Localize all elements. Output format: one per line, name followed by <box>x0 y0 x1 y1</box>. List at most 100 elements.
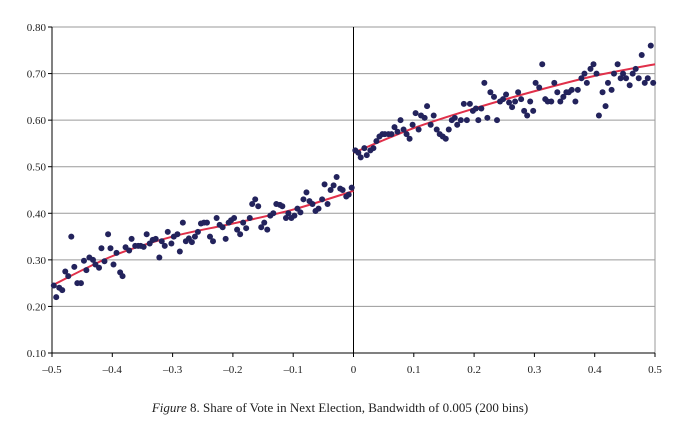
data-point-right <box>595 112 602 119</box>
data-point-right <box>421 114 428 121</box>
data-point-left <box>319 196 326 203</box>
data-point-right <box>623 75 630 82</box>
data-point-left <box>161 242 168 249</box>
data-point-left <box>282 214 289 221</box>
data-point-right <box>629 70 636 77</box>
data-point-left <box>68 233 75 240</box>
data-point-left <box>65 273 72 280</box>
data-point-right <box>512 98 519 105</box>
y-tick-label: 0.20 <box>27 301 47 313</box>
data-point-right <box>593 70 600 77</box>
data-point-left <box>213 214 220 221</box>
scatter-chart: –0.5 –0.4 –0.3 –0.2 –0.1 0 0.1 0.2 0.3 0.4 0.5 0.10… <box>27 22 663 376</box>
data-point-left <box>174 231 181 238</box>
data-point-right <box>644 75 651 82</box>
data-point-right <box>557 98 564 105</box>
figure-caption: Figure 8. Share of Vote in Next Election… <box>0 400 680 416</box>
data-point-right <box>363 152 370 159</box>
data-point-left <box>194 228 201 235</box>
x-tick-label: –0.4 <box>102 364 123 376</box>
data-point-right <box>572 98 579 105</box>
data-point-right <box>400 126 407 133</box>
data-point-left <box>50 282 57 289</box>
data-point-left <box>191 233 198 240</box>
data-point-left <box>126 247 133 254</box>
y-tick-label: 0.50 <box>27 162 47 174</box>
data-point-right <box>424 103 431 110</box>
data-point-right <box>427 121 434 128</box>
x-tick-label: –0.2 <box>222 364 242 376</box>
data-point-left <box>315 205 322 212</box>
data-point-right <box>554 89 561 96</box>
data-point-right <box>568 86 575 93</box>
data-point-left <box>119 273 126 280</box>
data-point-right <box>472 105 479 112</box>
data-point-right <box>481 79 488 86</box>
data-point-left <box>179 219 186 226</box>
data-point-left <box>62 268 69 275</box>
data-point-right <box>445 126 452 133</box>
data-point-right <box>548 98 555 105</box>
x-tick-label: 0.2 <box>467 364 481 376</box>
data-point-right <box>532 79 539 86</box>
data-point-left <box>243 225 250 232</box>
data-point-right <box>357 154 364 161</box>
data-point-left <box>348 184 355 191</box>
data-point-right <box>509 104 516 111</box>
data-point-left <box>258 224 265 231</box>
data-point-left <box>203 219 210 226</box>
data-point-right <box>500 96 507 103</box>
data-point-right <box>355 149 362 156</box>
data-point-left <box>101 258 108 265</box>
data-point-left <box>105 231 112 238</box>
data-point-left <box>156 254 163 261</box>
data-point-right <box>494 117 501 124</box>
fit-line-left <box>51 189 354 287</box>
data-point-left <box>164 228 171 235</box>
x-tick-label: 0.3 <box>528 364 542 376</box>
fit-line-right <box>353 63 656 154</box>
data-point-left <box>327 187 334 193</box>
data-point-left <box>285 210 292 217</box>
data-point-right <box>574 86 581 93</box>
x-tick-label: –0.1 <box>283 364 303 376</box>
data-point-right <box>599 89 606 96</box>
data-point-right <box>409 121 416 128</box>
data-point-left <box>234 226 241 233</box>
data-point-left <box>333 173 340 180</box>
data-point-right <box>503 91 510 98</box>
data-point-left <box>206 233 213 240</box>
data-point-right <box>641 79 648 86</box>
data-point-left <box>210 238 217 245</box>
data-point-right <box>590 61 597 68</box>
data-point-left <box>264 226 271 233</box>
data-point-left <box>246 214 253 221</box>
x-tick-label: 0.1 <box>407 364 421 376</box>
data-point-left <box>176 248 183 255</box>
data-point-right <box>490 93 497 100</box>
data-point-right <box>466 100 473 107</box>
data-point-left <box>98 245 105 252</box>
data-point-right <box>478 105 485 112</box>
data-point-right <box>635 75 642 82</box>
tick-labels: –0.5 –0.4 –0.3 –0.2 –0.1 0 0.1 0.2 0.3 0.4 0.5 0.10… <box>27 22 663 376</box>
data-point-left <box>107 245 114 252</box>
data-point-left <box>300 196 307 203</box>
y-tick-label: 0.40 <box>27 208 47 220</box>
data-point-left <box>53 294 60 301</box>
data-point-right <box>626 82 633 89</box>
data-point-left <box>309 200 316 207</box>
data-point-left <box>255 203 262 210</box>
x-tick-label: –0.3 <box>162 364 183 376</box>
data-point-right <box>524 112 531 119</box>
data-point-right <box>515 89 522 96</box>
data-point-left <box>321 181 328 188</box>
data-point-right <box>406 135 413 142</box>
data-point-right <box>638 51 645 58</box>
data-point-right <box>536 84 543 91</box>
data-point-right <box>415 126 422 133</box>
data-point-right <box>361 145 368 152</box>
data-point-right <box>632 65 639 72</box>
data-point-left <box>231 214 238 221</box>
data-point-left <box>270 210 277 217</box>
